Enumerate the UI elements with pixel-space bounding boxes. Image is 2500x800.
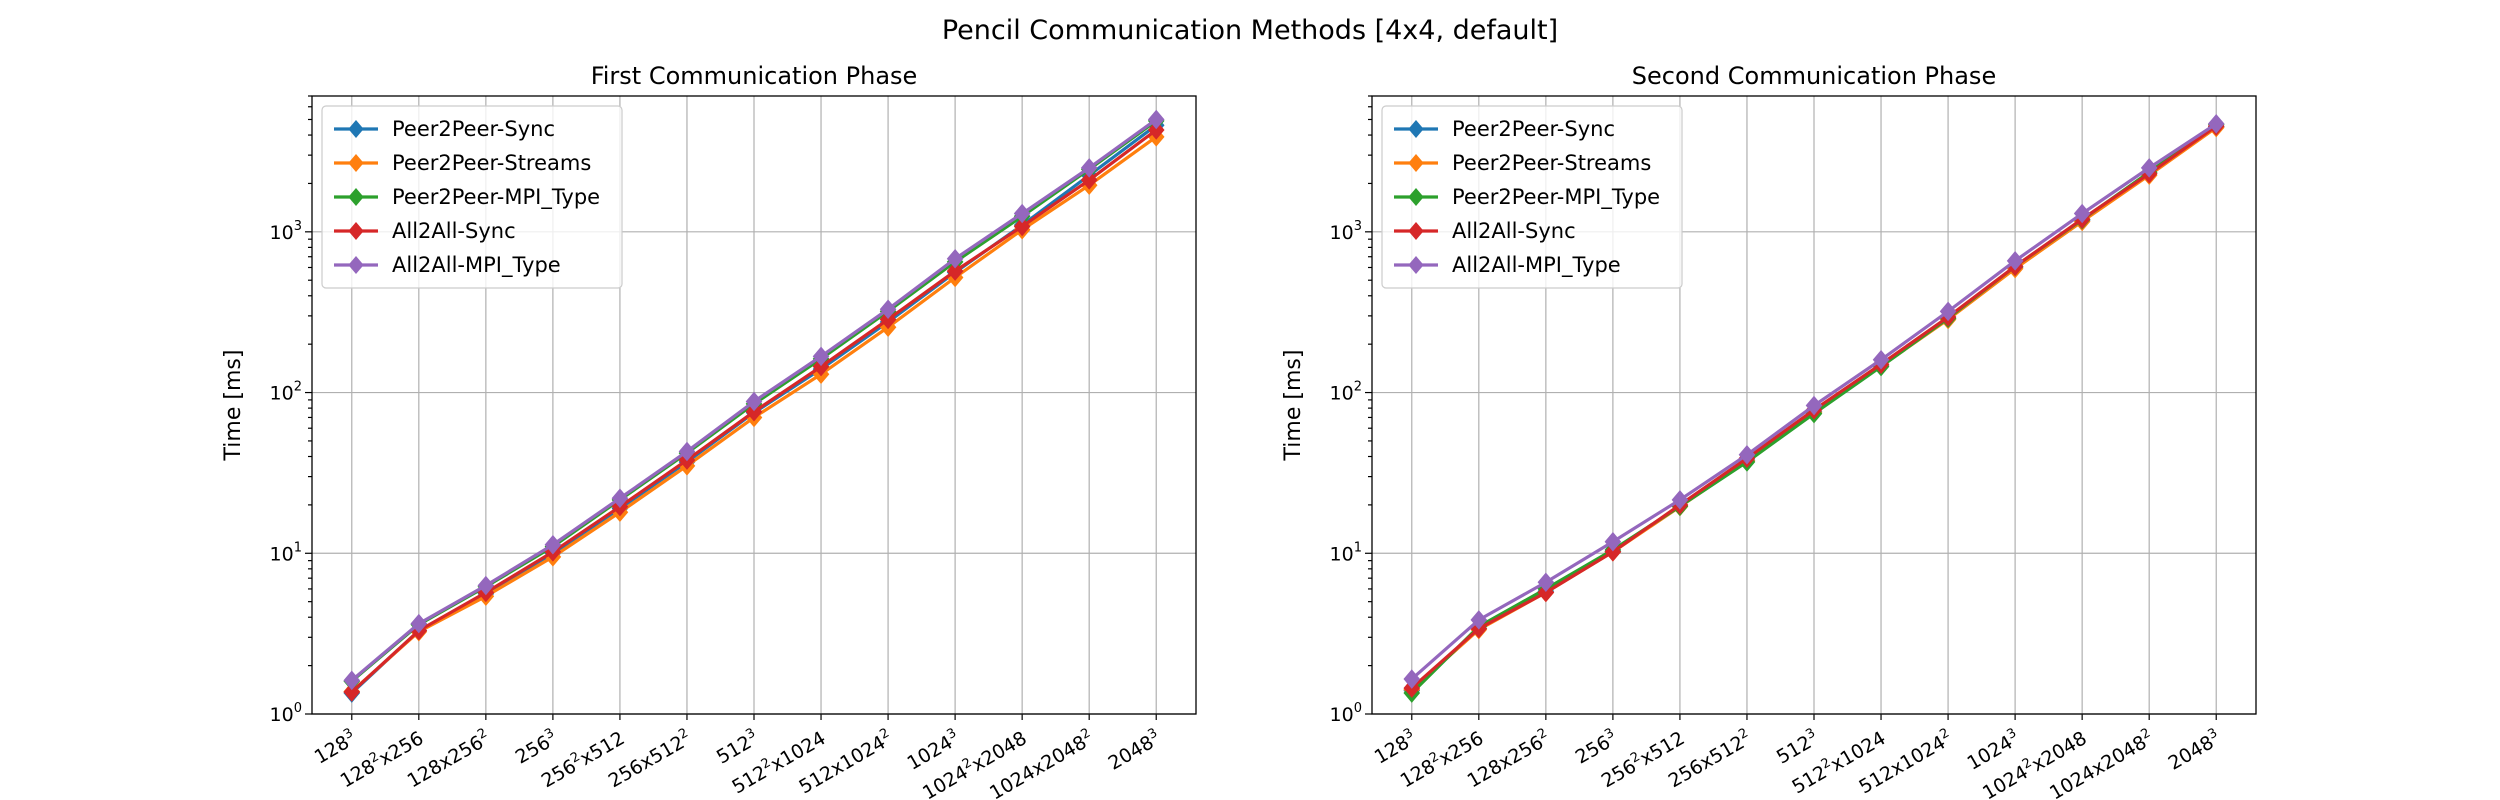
data-point-all2all-sync — [1147, 120, 1165, 140]
chart-title: First Communication Phase — [591, 62, 918, 90]
legend-box — [1381, 105, 1683, 289]
legend-label-all2all-mpi-type: All2All-MPI_Type — [392, 253, 561, 278]
legend-label-peer2peer-streams: Peer2Peer-Streams — [392, 151, 591, 175]
data-point-all2all-mpi-type — [544, 534, 562, 555]
data-point-all2all-mpi-type — [2207, 114, 2225, 134]
data-point-all2all-sync — [343, 682, 361, 702]
data-point-all2all-mpi-type — [745, 391, 763, 412]
data-point-all2all-sync — [879, 309, 897, 330]
legend: Peer2Peer-Sync Peer2Peer-Streams Peer2Peer… — [321, 105, 623, 289]
data-point-all2all-mpi-type — [611, 488, 629, 509]
data-point-all2all-sync — [1080, 170, 1098, 190]
x-tick-label: 2563 — [511, 726, 562, 769]
x-tick-label: 1283 — [310, 726, 361, 769]
x-tick-label: 2563 — [1571, 726, 1622, 769]
data-point-all2all-mpi-type — [2073, 203, 2091, 224]
legend-label-peer2peer-mpi-type: Peer2Peer-MPI_Type — [1452, 185, 1660, 210]
y-tick-label: 102 — [270, 380, 302, 405]
data-point-all2all-mpi-type — [1537, 572, 1555, 593]
legend-marker-peer2peer-streams — [1408, 154, 1424, 172]
y-tick-label: 100 — [270, 701, 302, 726]
y-tick-label: 101 — [270, 540, 302, 565]
legend-marker-all2all-mpi-type — [1408, 256, 1424, 274]
legend-label-peer2peer-streams: Peer2Peer-Streams — [1452, 151, 1651, 175]
data-point-all2all-mpi-type — [1671, 490, 1689, 510]
data-point-all2all-mpi-type — [343, 670, 361, 691]
y-tick-label: 102 — [1330, 380, 1362, 405]
data-point-all2all-sync — [946, 261, 964, 281]
legend-marker-peer2peer-mpi-type — [348, 188, 364, 206]
y-tick-label: 101 — [1330, 540, 1362, 565]
figure-title: Pencil Communication Methods [4x4, defau… — [942, 15, 1558, 46]
data-point-all2all-mpi-type — [1147, 109, 1165, 130]
legend-label-all2all-sync: All2All-Sync — [392, 219, 516, 243]
data-point-all2all-mpi-type — [1013, 203, 1031, 224]
chart-second-communication-phase: Second Communication Phase Time [ms] 1283 1… — [1281, 62, 2257, 800]
plot-area — [1371, 95, 2257, 715]
data-point-all2all-mpi-type — [477, 575, 495, 596]
legend-label-all2all-sync: All2All-Sync — [1452, 219, 1576, 243]
legend-marker-peer2peer-streams — [348, 154, 364, 172]
data-point-all2all-mpi-type — [2140, 158, 2158, 178]
x-tick-label: 5123 — [1772, 726, 1823, 769]
legend-marker-all2all-sync — [1408, 222, 1424, 240]
data-point-all2all-mpi-type — [1805, 395, 1823, 416]
data-point-all2all-mpi-type — [812, 346, 830, 367]
legend-label-all2all-mpi-type: All2All-MPI_Type — [1452, 253, 1621, 278]
legend-marker-peer2peer-mpi-type — [1408, 188, 1424, 206]
data-point-all2all-mpi-type — [1080, 158, 1098, 178]
legend-marker-peer2peer-sync — [348, 120, 364, 138]
legend-marker-peer2peer-sync — [1408, 120, 1424, 138]
data-point-all2all-mpi-type — [879, 299, 897, 319]
data-point-all2all-mpi-type — [678, 441, 696, 462]
data-point-all2all-sync — [745, 401, 763, 422]
x-tick-label: 20483 — [2164, 726, 2225, 775]
data-point-all2all-mpi-type — [1939, 301, 1957, 322]
y-tick-label: 100 — [1330, 701, 1362, 726]
legend-label-peer2peer-mpi-type: Peer2Peer-MPI_Type — [392, 185, 600, 210]
data-point-all2all-mpi-type — [946, 248, 964, 269]
legend-marker-all2all-sync — [348, 222, 364, 240]
y-axis-label: Time [ms] — [1281, 350, 1306, 462]
x-tick-label: 5123 — [712, 726, 763, 769]
data-point-all2all-sync — [1537, 582, 1555, 603]
data-point-all2all-sync — [1604, 542, 1622, 562]
legend-label-peer2peer-sync: Peer2Peer-Sync — [1452, 117, 1615, 141]
data-point-all2all-mpi-type — [1872, 349, 1890, 370]
plot-area — [311, 95, 1197, 715]
data-point-all2all-sync — [1013, 216, 1031, 237]
data-point-all2all-mpi-type — [1738, 445, 1756, 465]
legend: Peer2Peer-Sync Peer2Peer-Streams Peer2Peer… — [1381, 105, 1683, 289]
x-tick-label: 1283 — [1370, 726, 1421, 769]
y-tick-label: 103 — [270, 219, 302, 244]
legend-label-peer2peer-sync: Peer2Peer-Sync — [392, 117, 555, 141]
data-point-all2all-mpi-type — [1470, 610, 1488, 630]
data-point-all2all-sync — [812, 356, 830, 377]
y-tick-label: 103 — [1330, 219, 1362, 244]
data-point-all2all-mpi-type — [1604, 531, 1622, 552]
legend-marker-all2all-mpi-type — [348, 256, 364, 274]
data-point-all2all-mpi-type — [2006, 251, 2024, 271]
data-point-all2all-mpi-type — [1403, 669, 1421, 689]
chart-title: Second Communication Phase — [1632, 62, 1996, 90]
data-point-all2all-mpi-type — [410, 613, 428, 634]
y-axis-label: Time [ms] — [221, 350, 246, 462]
legend-box — [321, 105, 623, 289]
x-tick-label: 20483 — [1104, 726, 1165, 775]
